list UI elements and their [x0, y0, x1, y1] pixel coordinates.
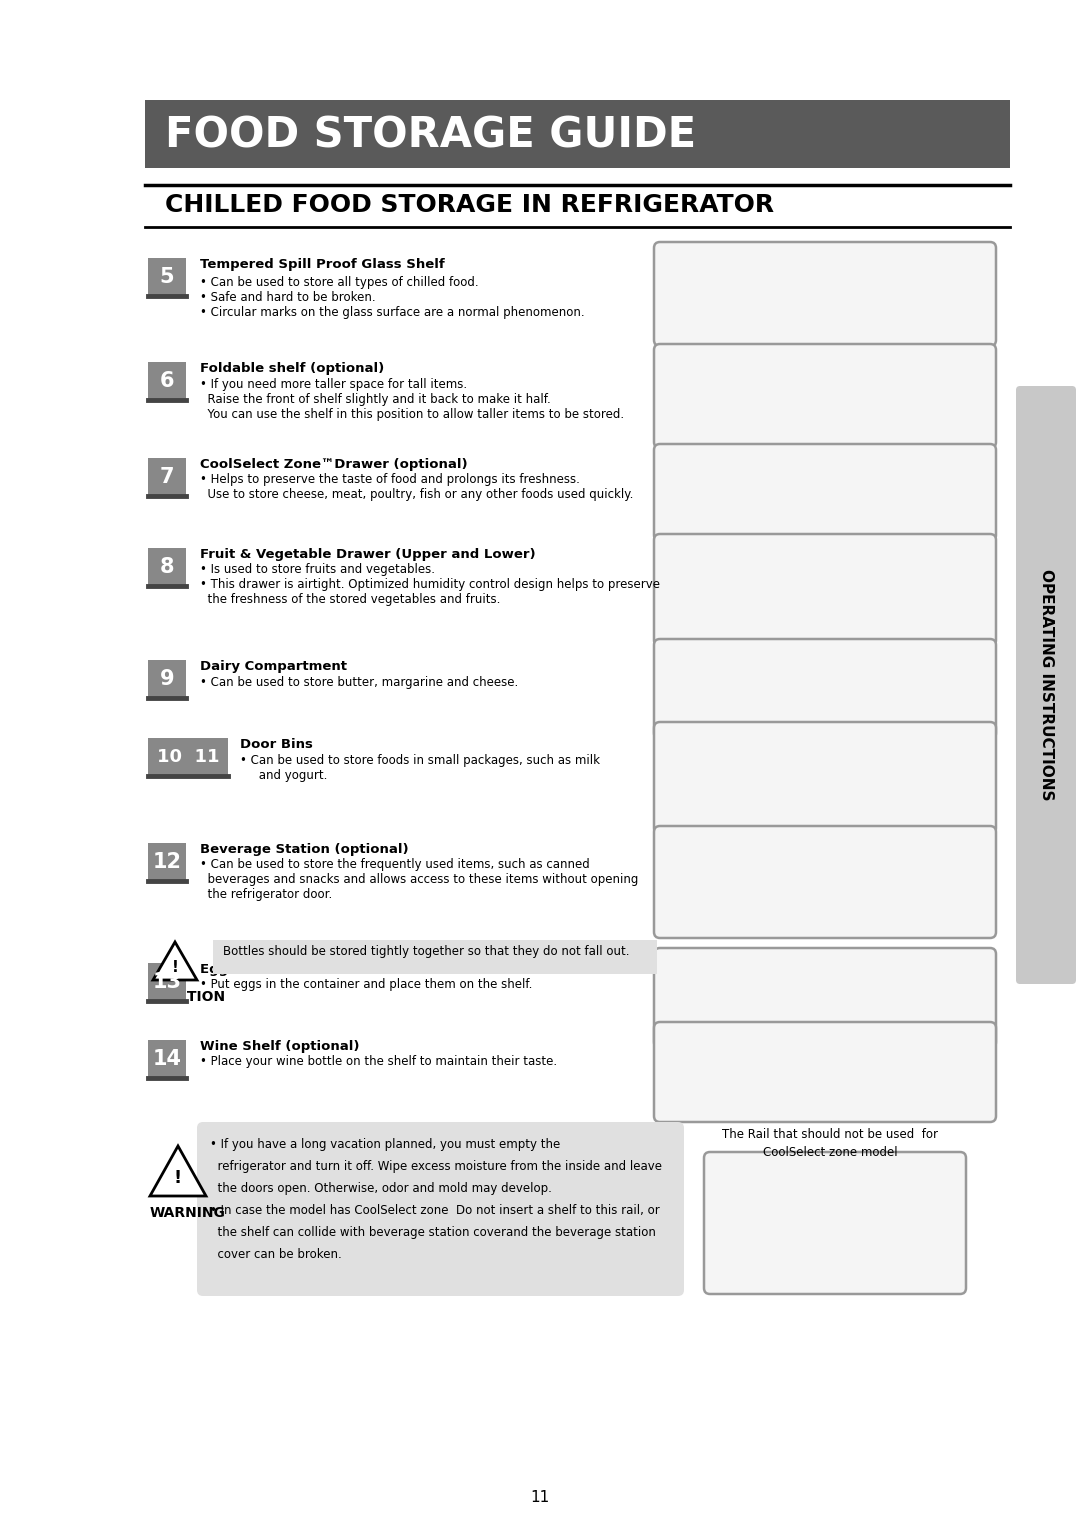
FancyBboxPatch shape — [654, 639, 996, 740]
Text: Bottles should be stored tightly together so that they do not fall out.: Bottles should be stored tightly togethe… — [222, 944, 630, 958]
Text: !: ! — [172, 960, 178, 975]
Text: Tempered Spill Proof Glass Shelf: Tempered Spill Proof Glass Shelf — [200, 258, 445, 270]
Text: Wine Shelf (optional): Wine Shelf (optional) — [200, 1041, 360, 1053]
Text: Dairy Compartment: Dairy Compartment — [200, 660, 347, 672]
Text: • Can be used to store the frequently used items, such as canned: • Can be used to store the frequently us… — [200, 859, 590, 871]
Text: CoolSelect zone model: CoolSelect zone model — [762, 1146, 897, 1160]
FancyBboxPatch shape — [654, 445, 996, 541]
Text: • If you need more taller space for tall items.: • If you need more taller space for tall… — [200, 377, 468, 391]
Text: • Place your wine bottle on the shelf to maintain their taste.: • Place your wine bottle on the shelf to… — [200, 1054, 557, 1068]
Text: FOOD STORAGE GUIDE: FOOD STORAGE GUIDE — [165, 115, 697, 156]
FancyBboxPatch shape — [654, 947, 996, 1048]
Text: OPERATING INSTRUCTIONS: OPERATING INSTRUCTIONS — [1039, 570, 1053, 801]
Text: 14: 14 — [152, 1050, 181, 1070]
FancyBboxPatch shape — [654, 1022, 996, 1122]
Text: • Can be used to store foods in small packages, such as milk: • Can be used to store foods in small pa… — [240, 753, 600, 767]
Text: 5: 5 — [160, 267, 174, 287]
Text: the freshness of the stored vegetables and fruits.: the freshness of the stored vegetables a… — [200, 593, 500, 607]
FancyBboxPatch shape — [148, 458, 186, 497]
Text: CHILLED FOOD STORAGE IN REFRIGERATOR: CHILLED FOOD STORAGE IN REFRIGERATOR — [165, 193, 774, 217]
Text: Fruit & Vegetable Drawer (Upper and Lower): Fruit & Vegetable Drawer (Upper and Lowe… — [200, 549, 536, 561]
FancyBboxPatch shape — [654, 344, 996, 448]
Text: 12: 12 — [152, 853, 181, 872]
Text: Use to store cheese, meat, poultry, fish or any other foods used quickly.: Use to store cheese, meat, poultry, fish… — [200, 487, 633, 501]
Text: Door Bins: Door Bins — [240, 738, 313, 750]
Text: The Rail that should not be used  for: The Rail that should not be used for — [723, 1128, 939, 1141]
Text: • In case the model has CoolSelect zone  Do not insert a shelf to this rail, or: • In case the model has CoolSelect zone … — [210, 1204, 660, 1216]
Text: Foldable shelf (optional): Foldable shelf (optional) — [200, 362, 384, 374]
FancyBboxPatch shape — [148, 1041, 186, 1077]
Text: and yogurt.: and yogurt. — [240, 769, 327, 782]
Text: • If you have a long vacation planned, you must empty the: • If you have a long vacation planned, y… — [210, 1138, 561, 1151]
Text: • Can be used to store all types of chilled food.: • Can be used to store all types of chil… — [200, 277, 478, 289]
Text: WARNING: WARNING — [150, 1206, 226, 1219]
Text: the doors open. Otherwise, odor and mold may develop.: the doors open. Otherwise, odor and mold… — [210, 1183, 552, 1195]
Text: CoolSelect Zone™Drawer (optional): CoolSelect Zone™Drawer (optional) — [200, 458, 468, 471]
FancyBboxPatch shape — [148, 738, 228, 776]
FancyBboxPatch shape — [213, 940, 657, 973]
FancyBboxPatch shape — [148, 258, 186, 296]
Text: Egg Container: Egg Container — [200, 963, 306, 976]
Polygon shape — [153, 941, 197, 979]
FancyBboxPatch shape — [654, 241, 996, 345]
FancyBboxPatch shape — [148, 660, 186, 698]
Text: 10  11: 10 11 — [157, 749, 219, 766]
FancyBboxPatch shape — [654, 533, 996, 646]
Text: beverages and snacks and allows access to these items without opening: beverages and snacks and allows access t… — [200, 872, 638, 886]
Text: • Helps to preserve the taste of food and prolongs its freshness.: • Helps to preserve the taste of food an… — [200, 474, 580, 486]
Text: • Safe and hard to be broken.: • Safe and hard to be broken. — [200, 290, 376, 304]
Text: Beverage Station (optional): Beverage Station (optional) — [200, 843, 408, 856]
Text: refrigerator and turn it off. Wipe excess moisture from the inside and leave: refrigerator and turn it off. Wipe exces… — [210, 1160, 662, 1174]
FancyBboxPatch shape — [145, 99, 1010, 168]
FancyBboxPatch shape — [148, 963, 186, 1001]
Text: • Can be used to store butter, margarine and cheese.: • Can be used to store butter, margarine… — [200, 675, 518, 689]
Text: • Put eggs in the container and place them on the shelf.: • Put eggs in the container and place th… — [200, 978, 532, 992]
Text: 7: 7 — [160, 468, 174, 487]
Text: 9: 9 — [160, 669, 174, 689]
FancyBboxPatch shape — [148, 362, 186, 400]
FancyBboxPatch shape — [654, 723, 996, 834]
FancyBboxPatch shape — [1016, 387, 1076, 984]
Text: CAUTION: CAUTION — [156, 990, 225, 1004]
Text: • Is used to store fruits and vegetables.: • Is used to store fruits and vegetables… — [200, 562, 435, 576]
Polygon shape — [150, 1146, 206, 1196]
Text: 13: 13 — [152, 972, 181, 992]
Text: You can use the shelf in this position to allow taller items to be stored.: You can use the shelf in this position t… — [200, 408, 624, 422]
FancyBboxPatch shape — [148, 549, 186, 587]
FancyBboxPatch shape — [704, 1152, 966, 1294]
Text: • This drawer is airtight. Optimized humidity control design helps to preserve: • This drawer is airtight. Optimized hum… — [200, 578, 660, 591]
Text: 6: 6 — [160, 371, 174, 391]
Text: cover can be broken.: cover can be broken. — [210, 1248, 341, 1261]
Text: • Circular marks on the glass surface are a normal phenomenon.: • Circular marks on the glass surface ar… — [200, 306, 584, 319]
FancyBboxPatch shape — [654, 827, 996, 938]
Text: !: ! — [174, 1169, 183, 1187]
Text: the shelf can collide with beverage station coverand the beverage station: the shelf can collide with beverage stat… — [210, 1225, 656, 1239]
Text: the refrigerator door.: the refrigerator door. — [200, 888, 333, 902]
FancyBboxPatch shape — [148, 843, 186, 882]
FancyBboxPatch shape — [197, 1122, 684, 1296]
Text: 11: 11 — [530, 1490, 550, 1505]
Text: 8: 8 — [160, 558, 174, 578]
Text: Raise the front of shelf slightly and it back to make it half.: Raise the front of shelf slightly and it… — [200, 393, 551, 406]
